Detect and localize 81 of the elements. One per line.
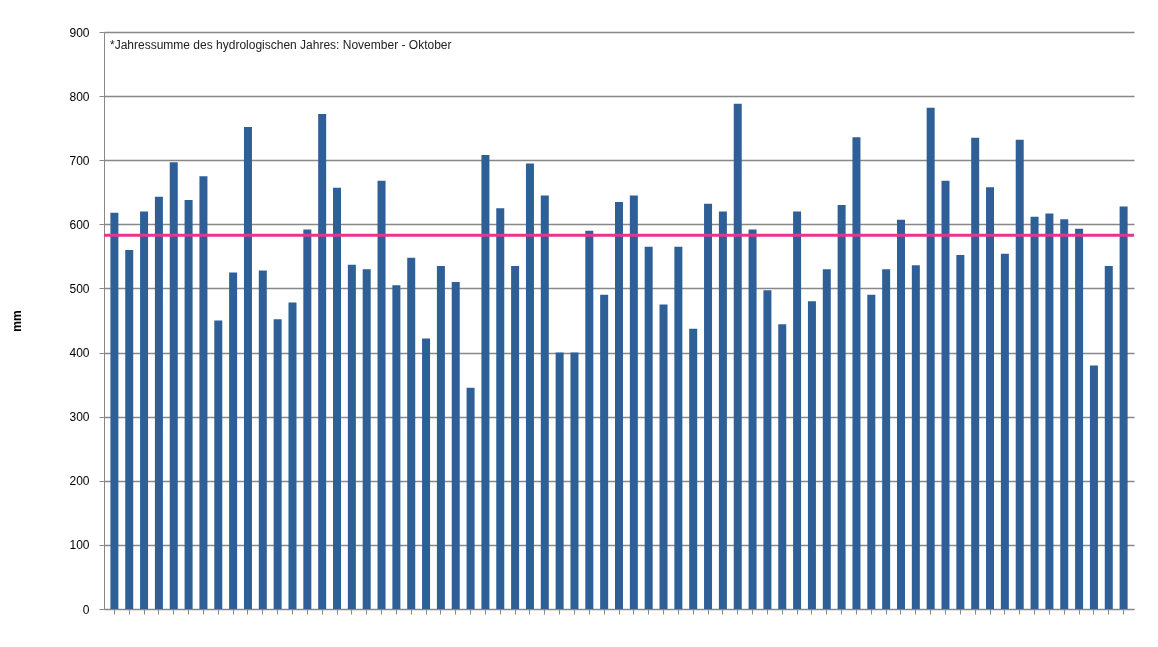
bar — [555, 352, 564, 609]
bar — [362, 269, 371, 609]
bar — [333, 187, 342, 609]
y-tick-label: 500 — [69, 281, 90, 296]
bar — [615, 201, 623, 609]
bar — [1089, 365, 1098, 609]
bar — [1119, 206, 1128, 609]
bar — [451, 282, 460, 609]
bar — [392, 285, 401, 609]
bar — [956, 255, 965, 609]
bar — [347, 264, 356, 609]
bar — [407, 257, 416, 609]
y-tick-label: 600 — [69, 217, 90, 232]
bar — [822, 269, 831, 609]
bar — [199, 176, 208, 609]
bar — [748, 229, 757, 609]
bar — [436, 266, 445, 609]
bar — [718, 211, 727, 609]
y-tick-label: 300 — [69, 410, 90, 425]
bar — [303, 229, 312, 609]
bar — [154, 196, 163, 609]
bar — [110, 212, 119, 609]
bar — [184, 199, 193, 609]
bar — [288, 302, 297, 609]
bar — [941, 180, 950, 609]
bar — [570, 352, 579, 609]
y-tick-label: 900 — [69, 25, 90, 40]
bar — [169, 162, 178, 609]
bar — [540, 195, 549, 609]
bar — [1060, 219, 1069, 609]
bar — [1104, 266, 1113, 609]
bar — [793, 211, 802, 609]
bar — [422, 338, 431, 609]
y-tick-label: 800 — [69, 89, 90, 104]
y-tick-label: 200 — [69, 474, 90, 489]
bar — [525, 163, 534, 609]
bar — [837, 205, 846, 609]
bar — [867, 294, 876, 609]
bar — [971, 137, 980, 609]
bar — [1030, 216, 1039, 609]
bar — [318, 114, 327, 609]
bar — [852, 137, 861, 609]
bar — [689, 328, 698, 609]
bar — [986, 187, 995, 609]
bar — [481, 155, 490, 609]
bar — [273, 319, 282, 609]
bar — [1075, 228, 1084, 609]
bar — [229, 272, 238, 609]
bar — [733, 103, 742, 609]
bar — [644, 246, 653, 609]
annotation: *Jahressumme des hydrologischen Jahres: November - Oktober — [110, 38, 452, 52]
y-axis-title: mm — [10, 310, 25, 332]
bar — [600, 294, 609, 609]
bar — [807, 301, 816, 609]
bar — [674, 246, 683, 609]
bar — [896, 219, 905, 609]
bar — [704, 203, 713, 609]
bar — [629, 195, 638, 609]
bar — [258, 270, 267, 609]
y-tick-label: 100 — [69, 538, 90, 553]
bar — [377, 180, 386, 609]
bar — [882, 269, 891, 609]
bar — [214, 320, 223, 609]
bar — [243, 126, 252, 609]
bar — [140, 211, 149, 609]
bar — [125, 249, 134, 609]
y-tick-label: 700 — [69, 153, 90, 168]
y-tick-label: 0 — [82, 602, 90, 617]
bar — [1000, 253, 1009, 609]
bar — [585, 230, 594, 609]
bar — [926, 107, 935, 609]
bar — [511, 266, 520, 609]
bar — [911, 265, 920, 609]
bar — [1015, 139, 1024, 609]
bar — [659, 304, 668, 609]
bar — [763, 290, 772, 609]
bar — [1045, 213, 1054, 609]
bar — [496, 208, 505, 609]
bar — [466, 387, 475, 609]
bar — [778, 324, 787, 609]
y-tick-label: 400 — [69, 346, 90, 361]
